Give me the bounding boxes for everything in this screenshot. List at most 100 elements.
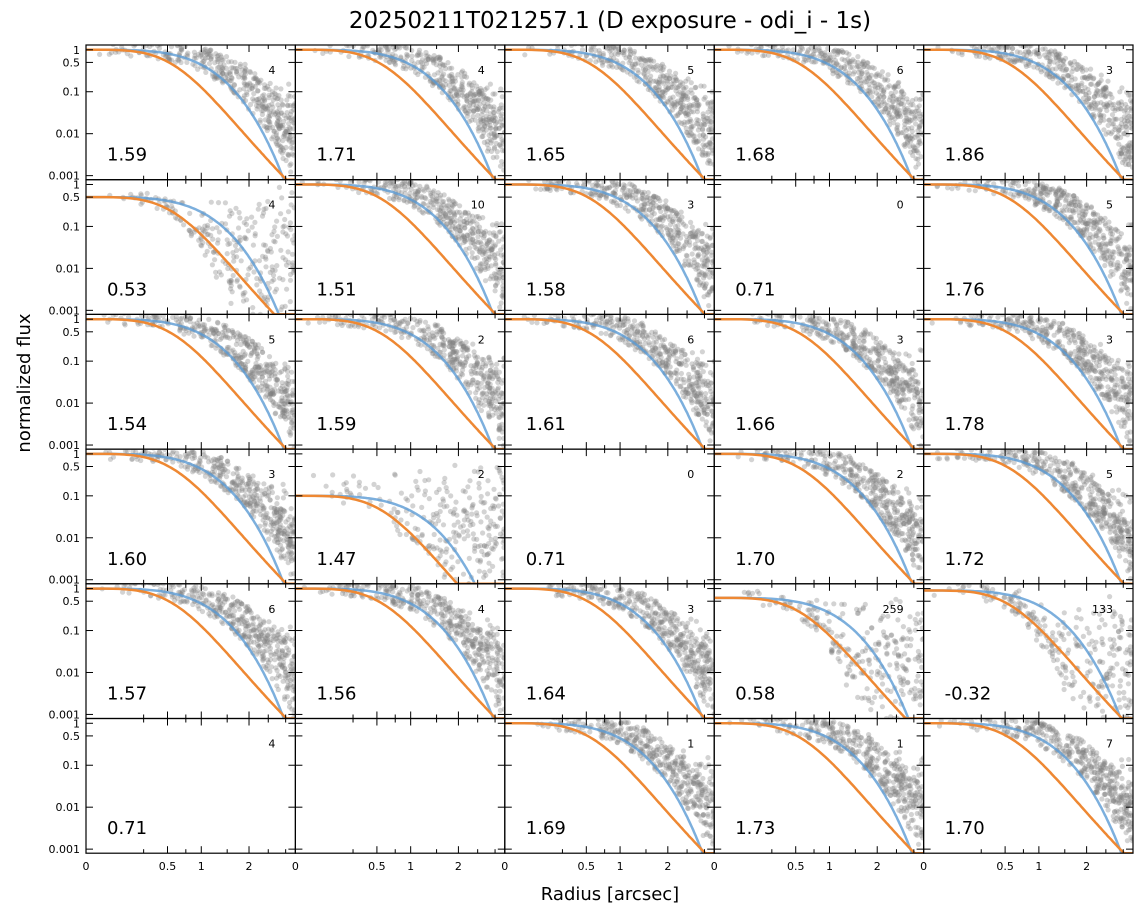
- data-point: [919, 118, 924, 124]
- data-point: [877, 94, 883, 100]
- data-point: [1118, 116, 1124, 122]
- data-point: [697, 399, 703, 405]
- data-point: [437, 329, 443, 335]
- data-point: [702, 117, 708, 123]
- data-point: [701, 271, 707, 277]
- data-point: [499, 293, 505, 299]
- data-point: [487, 276, 493, 282]
- data-point: [1046, 61, 1052, 68]
- data-point: [986, 179, 993, 183]
- data-point: [267, 396, 273, 403]
- data-point: [1101, 101, 1107, 108]
- data-point: [1062, 204, 1068, 210]
- data-point: [289, 262, 295, 268]
- data-point: [1034, 201, 1040, 207]
- data-point: [254, 282, 260, 288]
- data-point: [1073, 202, 1079, 208]
- data-point: [491, 146, 498, 152]
- data-point: [1126, 161, 1132, 167]
- data-point: [685, 390, 691, 396]
- data-point: [285, 398, 291, 404]
- data-point: [1009, 59, 1015, 65]
- data-point: [1074, 195, 1080, 202]
- data-point: [1111, 262, 1117, 268]
- data-point: [610, 199, 616, 205]
- data-point: [889, 98, 896, 105]
- data-point: [479, 390, 485, 396]
- data-point: [366, 179, 372, 183]
- data-point: [475, 87, 481, 93]
- data-point: [491, 271, 498, 277]
- data-point: [1097, 108, 1103, 114]
- data-point: [273, 111, 279, 117]
- data-point: [499, 111, 505, 117]
- data-point: [496, 414, 502, 420]
- data-point: [680, 94, 686, 100]
- data-point: [437, 54, 443, 60]
- data-point: [1124, 285, 1130, 291]
- data-point: [888, 90, 894, 96]
- data-point: [498, 390, 504, 396]
- data-point: [245, 228, 251, 234]
- data-point: [465, 345, 471, 351]
- data-point: [1056, 186, 1062, 192]
- data-point: [1033, 200, 1039, 206]
- data-point: [486, 132, 492, 138]
- data-point: [392, 62, 399, 68]
- data-point: [419, 193, 425, 199]
- data-point: [892, 106, 898, 112]
- data-point: [254, 350, 260, 356]
- data-point: [289, 190, 295, 196]
- data-point: [593, 192, 599, 198]
- data-point: [695, 127, 702, 133]
- y-tick-label: 0.1: [63, 355, 81, 368]
- data-point: [663, 363, 669, 369]
- data-point: [612, 46, 619, 52]
- data-point: [705, 101, 711, 107]
- data-point: [280, 398, 286, 404]
- data-point: [1097, 226, 1103, 232]
- data-point: [1100, 217, 1106, 223]
- data-point: [404, 45, 410, 51]
- data-point: [656, 351, 662, 357]
- data-point: [218, 272, 224, 278]
- data-point: [650, 66, 656, 72]
- data-point: [238, 360, 245, 367]
- data-point: [682, 351, 688, 357]
- data-point: [1090, 211, 1096, 217]
- data-point: [700, 126, 706, 132]
- data-point: [267, 113, 273, 119]
- data-point: [842, 57, 848, 63]
- data-point: [467, 232, 473, 238]
- data-point: [402, 316, 408, 322]
- data-point: [610, 45, 616, 51]
- data-point: [660, 344, 666, 350]
- data-point: [241, 86, 247, 92]
- data-point: [284, 387, 290, 394]
- data-point: [285, 153, 292, 159]
- data-point: [1126, 244, 1132, 250]
- data-point: [665, 99, 672, 105]
- data-point: [1125, 157, 1131, 163]
- data-point: [288, 161, 294, 167]
- data-point: [382, 179, 388, 185]
- data-point: [223, 54, 230, 60]
- data-point: [279, 383, 286, 390]
- data-point: [270, 267, 276, 273]
- data-point: [1098, 245, 1104, 251]
- data-point: [706, 289, 712, 295]
- data-point: [287, 299, 293, 305]
- data-point: [678, 362, 684, 368]
- data-point: [1091, 224, 1097, 230]
- data-point: [894, 97, 900, 103]
- data-point: [686, 119, 692, 125]
- data-point: [496, 435, 502, 441]
- data-point: [168, 57, 175, 63]
- data-point: [902, 125, 908, 131]
- data-point: [599, 319, 605, 326]
- data-point: [614, 323, 620, 329]
- data-point: [1038, 66, 1044, 72]
- data-point: [213, 51, 219, 57]
- data-point: [700, 248, 707, 254]
- data-point: [280, 133, 286, 140]
